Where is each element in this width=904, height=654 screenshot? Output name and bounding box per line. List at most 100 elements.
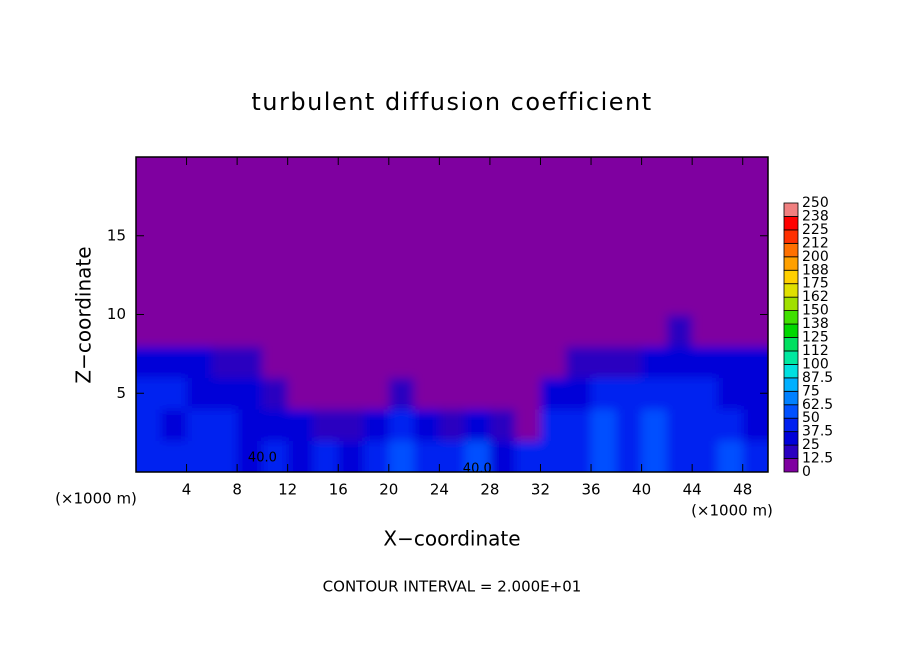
cell (211, 220, 238, 252)
cell (338, 409, 365, 441)
cell (136, 283, 162, 315)
x-tick-label: 36 (581, 481, 600, 499)
cell (591, 346, 617, 378)
cell (338, 283, 365, 315)
cell (641, 188, 668, 221)
cell (591, 314, 617, 347)
cell (388, 220, 415, 252)
colorbar-label: 62.5 (802, 397, 833, 413)
cell (439, 157, 466, 189)
cell (489, 409, 516, 441)
colorbar-swatch (783, 256, 799, 271)
cell (565, 188, 592, 221)
colorbar-swatch (783, 216, 799, 231)
cell (338, 346, 365, 378)
cell (591, 251, 617, 284)
cell (237, 157, 263, 189)
cell (439, 251, 466, 284)
cell (287, 251, 314, 284)
cell (540, 283, 567, 315)
axes: 4 8 12 16 20 24 28 32 36 40 44 4851015012.52537.550… (107, 156, 833, 499)
cell (312, 157, 339, 189)
cell (161, 251, 188, 284)
x-tick-label: 32 (531, 481, 550, 499)
cell (287, 377, 314, 410)
cell (540, 346, 567, 378)
cell (742, 188, 768, 221)
chart-title: turbulent diffusion coefficient (251, 88, 652, 116)
cell (262, 409, 289, 441)
colorbar-label: 238 (802, 208, 829, 224)
cell (414, 283, 440, 315)
cell (161, 314, 188, 347)
cell (515, 440, 541, 472)
cell (591, 157, 617, 189)
cell (338, 314, 365, 347)
cell (211, 283, 238, 315)
cell (717, 220, 744, 252)
cell (464, 283, 491, 315)
footnote: CONTOUR INTERVAL = 2.000E+01 (323, 578, 582, 596)
cell (489, 377, 516, 410)
cell (312, 188, 339, 221)
cell (414, 157, 440, 189)
colorbar-swatch (783, 363, 799, 379)
cell (363, 440, 390, 472)
cell (666, 377, 693, 410)
colorbar-swatch (783, 296, 799, 311)
cell (363, 188, 390, 221)
cell (211, 251, 238, 284)
cell (186, 440, 213, 472)
cell (211, 377, 238, 410)
cell (439, 346, 466, 378)
cell (136, 157, 162, 189)
cell (464, 314, 491, 347)
cell (489, 440, 516, 472)
x-tick-label: 24 (430, 481, 449, 499)
cell (540, 409, 567, 441)
colorbar-label: 175 (802, 276, 829, 292)
cell (262, 377, 289, 410)
cell (489, 188, 516, 221)
colorbar-label: 225 (802, 222, 829, 238)
cell (186, 220, 213, 252)
cell (591, 440, 617, 472)
cell (161, 440, 188, 472)
cell (136, 440, 162, 472)
cell (565, 377, 592, 410)
cell (591, 188, 617, 221)
colorbar-label: 25 (802, 437, 820, 453)
cell (641, 314, 668, 347)
cell (338, 251, 365, 284)
cell (565, 346, 592, 378)
cell (161, 220, 188, 252)
cell (616, 346, 643, 378)
cell (666, 157, 693, 189)
cell (312, 314, 339, 347)
cell (540, 157, 567, 189)
x-tick-label: 8 (232, 481, 242, 499)
colorbar-label: 150 (802, 303, 829, 319)
contour-label: 40.0 (463, 461, 492, 476)
cell (464, 440, 491, 472)
cell (312, 251, 339, 284)
cell (616, 188, 643, 221)
colorbar-swatch (783, 337, 799, 352)
cell (388, 346, 415, 378)
cell (262, 157, 289, 189)
cell (565, 283, 592, 315)
cell (666, 188, 693, 221)
cell (464, 251, 491, 284)
cell (312, 283, 339, 315)
cell (540, 220, 567, 252)
colorbar-swatch (783, 269, 799, 285)
cell (262, 314, 289, 347)
cell (717, 440, 744, 472)
cell (161, 157, 188, 189)
colorbar-swatch (783, 323, 799, 338)
cell (186, 188, 213, 221)
cell (312, 220, 339, 252)
cell (464, 377, 491, 410)
cell (161, 377, 188, 410)
cell (136, 314, 162, 347)
